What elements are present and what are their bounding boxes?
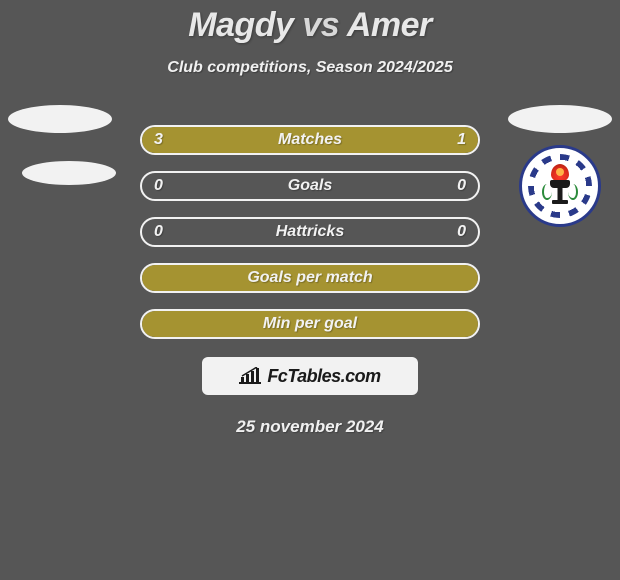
stat-bar: 3 Matches 1 xyxy=(140,125,480,155)
page-title: Magdy vs Amer xyxy=(0,0,620,45)
stat-label: Matches xyxy=(278,131,342,149)
stat-row: 0 Goals 0 xyxy=(0,163,620,209)
torch-icon xyxy=(540,166,580,206)
brand-text: FcTables.com xyxy=(267,366,380,387)
stat-left-value: 0 xyxy=(154,223,163,241)
stat-right-value: 0 xyxy=(457,223,466,241)
stat-label: Hattricks xyxy=(276,223,344,241)
player1-name: Magdy xyxy=(188,6,293,44)
comparison-bars: 3 Matches 1 0 Goals 0 0 Hattricks 0 Goals per mat… xyxy=(0,117,620,347)
stat-label: Min per goal xyxy=(263,315,357,333)
stat-bar: Goals per match xyxy=(140,263,480,293)
player2-name: Amer xyxy=(347,6,432,44)
stat-left-value: 0 xyxy=(154,177,163,195)
subtitle: Club competitions, Season 2024/2025 xyxy=(0,59,620,77)
date-text: 25 november 2024 xyxy=(0,417,620,437)
vs-text: vs xyxy=(302,6,339,44)
stat-bar: 0 Goals 0 xyxy=(140,171,480,201)
stat-right-value: 0 xyxy=(457,177,466,195)
stat-row: 0 Hattricks 0 xyxy=(0,209,620,255)
stat-bar: Min per goal xyxy=(140,309,480,339)
stat-left-value: 3 xyxy=(154,131,163,149)
brand-chart-icon xyxy=(239,367,261,385)
stat-label: Goals per match xyxy=(247,269,372,287)
stat-right-value: 1 xyxy=(457,131,466,149)
stat-label: Goals xyxy=(288,177,332,195)
stat-row: Min per goal xyxy=(0,301,620,347)
stat-row: 3 Matches 1 xyxy=(0,117,620,163)
stat-row: Goals per match xyxy=(0,255,620,301)
stat-bar: 0 Hattricks 0 xyxy=(140,217,480,247)
brand-badge: FcTables.com xyxy=(202,357,418,395)
